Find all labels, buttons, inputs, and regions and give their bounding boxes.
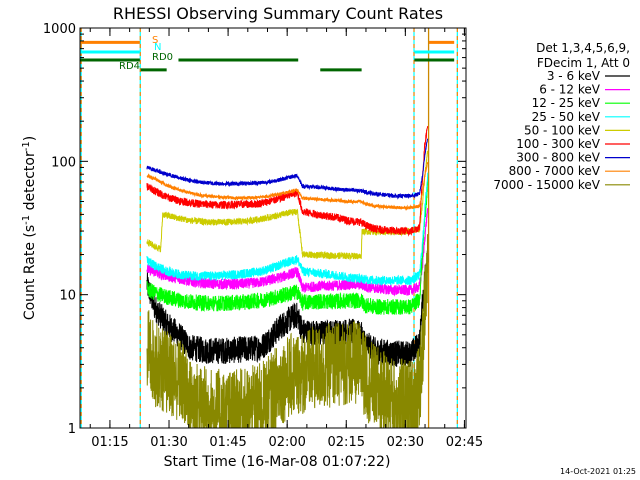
y-tick-label: 1	[68, 422, 76, 437]
y-axis-label: Count Rate (s-1 detector-1)	[21, 136, 38, 320]
plot-frame	[79, 27, 467, 429]
legend-label: 100 - 300 keV	[516, 137, 600, 151]
x-tick-label: 01:30	[150, 435, 187, 450]
legend-label: 12 - 25 keV	[532, 96, 601, 110]
chart-title: RHESSI Observing Summary Count Rates	[113, 4, 443, 23]
x-axis-label: Start Time (16-Mar-08 01:07:22)	[164, 454, 391, 470]
x-tick-label: 02:45	[446, 435, 483, 450]
legend-label: 300 - 800 keV	[516, 151, 600, 165]
series-line-1	[146, 208, 429, 297]
state-label: N	[154, 42, 161, 53]
legend-header-1: Det 1,3,4,5,6,9,	[536, 41, 630, 55]
state-label: RD0	[152, 52, 173, 63]
series-line-0	[146, 250, 429, 368]
x-tick-label: 02:15	[328, 435, 365, 450]
axes-ticks: 1 10 100 1000 01:15 01:30 01:45 02:00 02:15 02:30…	[43, 22, 483, 450]
y-label-part-3: )	[22, 136, 38, 141]
series-line-6	[146, 138, 429, 200]
y-tick-label: 100	[51, 155, 76, 170]
x-tick-label: 02:00	[268, 435, 305, 450]
vertical-markers	[80, 28, 458, 428]
legend-label: 25 - 50 keV	[532, 110, 601, 124]
state-label: S	[152, 35, 158, 46]
legend-label: 50 - 100 keV	[524, 123, 601, 137]
y-tick-label: 1000	[43, 22, 76, 37]
legend: Det 1,3,4,5,6,9, FDecim 1, Att 0 3 - 6 k…	[493, 41, 630, 192]
y-tick-label: 10	[59, 289, 76, 304]
x-tick-label: 02:30	[387, 435, 424, 450]
footer-timestamp: 14-Oct-2021 01:25	[560, 467, 636, 476]
series-line-5	[146, 126, 429, 237]
series-line-3	[146, 172, 429, 286]
x-tick-label: 01:45	[209, 435, 246, 450]
y-label-sup-2: -1	[21, 141, 32, 151]
series-line-7	[146, 162, 429, 211]
legend-label: 7000 - 15000 keV	[493, 178, 600, 192]
y-label-part-1: Count Rate (s	[22, 225, 38, 320]
legend-label: 6 - 12 keV	[539, 83, 601, 97]
legend-header-2: FDecim 1, Att 0	[537, 56, 630, 70]
state-label: RD4	[119, 61, 140, 72]
y-label-part-2: detector	[22, 151, 38, 215]
series-line-2	[146, 176, 429, 315]
y-label-sup-1: -1	[21, 215, 32, 225]
legend-label: 800 - 7000 keV	[509, 164, 601, 178]
legend-label: 3 - 6 keV	[547, 69, 601, 83]
x-tick-label: 01:15	[91, 435, 128, 450]
